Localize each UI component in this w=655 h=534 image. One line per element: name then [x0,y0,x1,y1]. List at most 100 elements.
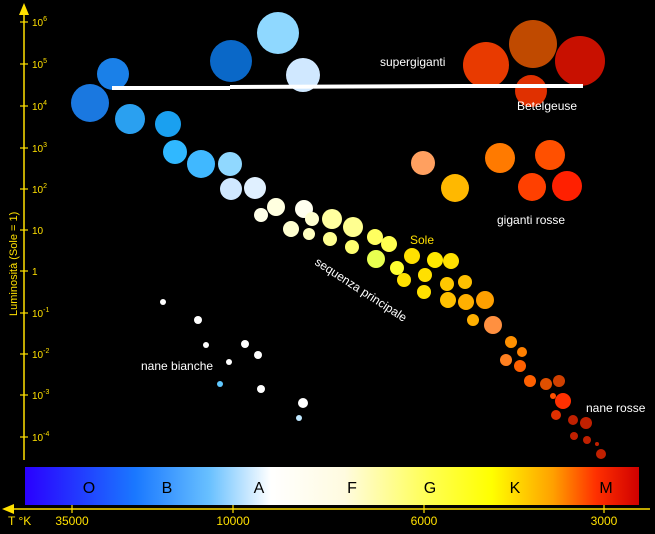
star [217,381,223,387]
star [115,104,145,134]
label-supergiants: supergiganti [380,55,445,69]
label-betelgeuse: Betelgeuse [517,99,577,113]
star [257,12,299,54]
star [203,342,209,348]
star [440,277,454,291]
star [555,36,605,86]
star [441,174,469,202]
x-tick-label: 35000 [55,514,89,528]
star [509,20,557,68]
star [404,248,420,264]
star [458,275,472,289]
star [440,292,456,308]
star [443,253,459,269]
star [323,232,337,246]
star [163,140,187,164]
star [583,436,591,444]
x-axis [2,504,650,514]
star [417,285,431,299]
stars [71,12,606,459]
star [553,375,565,387]
star [298,398,308,408]
star [210,40,252,82]
star [552,171,582,201]
star [267,198,285,216]
star [345,240,359,254]
star [595,442,599,446]
label-red-dwarfs: nane rosse [586,401,646,415]
x-tick-label: 3000 [591,514,618,528]
star [305,212,319,226]
star [555,393,571,409]
star [71,84,109,122]
star [257,385,265,393]
star [514,360,526,372]
spectral-class-m: M [599,480,612,497]
spectral-class-b: B [162,480,173,497]
star [524,375,536,387]
star [397,273,411,287]
supergiant-line [112,84,583,90]
star [505,336,517,348]
star [418,268,432,282]
star [244,177,266,199]
y-tick-label: 104 [32,100,47,113]
star [463,42,509,88]
y-axis-arrow-icon [19,3,29,15]
star [390,261,404,275]
star [254,208,268,222]
star [485,143,515,173]
star [580,417,592,429]
x-axis-ticks: 35000 10000 6000 3000 [55,505,618,528]
x-tick-label: 10000 [216,514,250,528]
star [187,150,215,178]
star [550,393,556,399]
star [518,173,546,201]
star [484,316,502,334]
star [155,111,181,137]
star [160,299,166,305]
star [515,75,547,107]
star [220,178,242,200]
star [458,294,474,310]
star [381,236,397,252]
y-tick-label: 106 [32,16,47,29]
star [218,152,242,176]
y-axis [19,3,29,460]
star [322,209,342,229]
star [568,415,578,425]
star [411,151,435,175]
star [283,221,299,237]
star [296,415,302,421]
spectral-class-a: A [254,480,265,497]
spectral-class-g: G [424,480,436,497]
star [286,58,320,92]
label-sun: Sole [410,233,434,247]
star [551,410,561,420]
star [303,228,315,240]
star [500,354,512,366]
star [367,229,383,245]
y-tick-label: 103 [32,142,47,155]
star [241,340,249,348]
x-axis-arrow-icon [2,504,14,514]
star [476,291,494,309]
y-axis-title: Luminosità (Sole = 1) [8,212,20,316]
spectral-color-bar [25,467,639,505]
spectral-class-o: O [83,480,95,497]
star [517,347,527,357]
star [343,217,363,237]
star [226,359,232,365]
y-tick-label: 105 [32,58,47,71]
y-tick-label: 10-3 [32,389,49,402]
star [570,432,578,440]
x-axis-title: T °K [8,514,31,528]
spectral-class-k: K [510,480,521,497]
y-tick-label: 10-2 [32,348,49,361]
star [194,316,202,324]
spectral-class-f: F [347,480,357,497]
y-tick-label: 10 [32,226,44,237]
star [596,449,606,459]
